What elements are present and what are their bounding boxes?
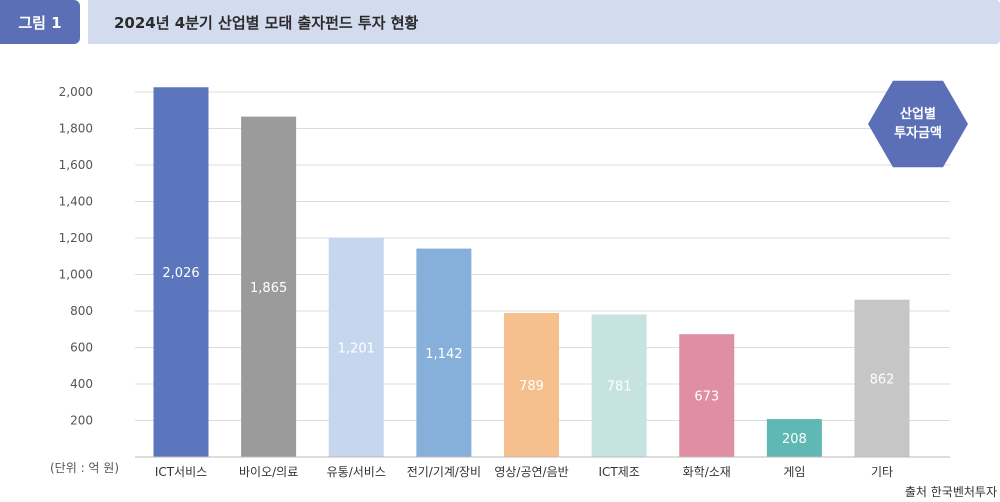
chart-title: 2024년 4분기 산업별 모태 출자펀드 투자 현황 xyxy=(114,13,419,32)
y-axis-ticks: 200 400 600 800 1,000 1,200 1,400 1,600 1,800 2,0… xyxy=(59,85,93,428)
y-tick-label: 1,600 xyxy=(59,158,93,172)
bar-value-label: 1,865 xyxy=(250,281,287,296)
x-category-label: 유통/서비스 xyxy=(327,465,386,479)
bar-value-label: 1,142 xyxy=(425,347,462,362)
category-hexagon-badge: 산업별 투자금액 xyxy=(868,80,968,168)
bars xyxy=(153,87,910,457)
y-tick-label: 400 xyxy=(70,377,93,391)
hexagon-line-2: 투자금액 xyxy=(894,126,942,141)
source-note: 출처 한국벤처투자 xyxy=(905,485,997,499)
unit-note: (단위 : 억 원) xyxy=(50,461,119,475)
y-tick-label: 2,000 xyxy=(59,85,93,99)
y-tick-label: 800 xyxy=(70,304,93,318)
x-category-label: 게임 xyxy=(783,465,805,479)
x-category-label: ICT제조 xyxy=(598,465,639,479)
x-category-label: 바이오/의료 xyxy=(239,465,298,479)
x-category-label: ICT서비스 xyxy=(155,465,207,479)
y-tick-label: 1,400 xyxy=(59,195,93,209)
x-axis-labels: ICT서비스 바이오/의료 유통/서비스 전기/기계/장비 영상/공연/음반 ICT제조 화… xyxy=(155,465,893,479)
bar xyxy=(854,299,910,457)
y-tick-label: 1,000 xyxy=(59,268,93,282)
value-labels: 2,026 1,865 1,201 1,142 789 781 673 208 862 xyxy=(162,266,894,447)
y-tick-label: 1,200 xyxy=(59,231,93,245)
bar-value-label: 673 xyxy=(694,390,719,405)
y-tick-label: 600 xyxy=(70,341,93,355)
bar-value-label: 862 xyxy=(870,372,895,387)
figure-label: 그림 1 xyxy=(18,13,62,32)
hexagon-shape xyxy=(868,80,968,168)
header-bar: 2024년 4분기 산업별 모태 출자펀드 투자 현황 xyxy=(88,0,1000,44)
bar-value-label: 789 xyxy=(519,379,544,394)
y-tick-label: 200 xyxy=(70,414,93,428)
bar-value-label: 2,026 xyxy=(162,266,199,281)
bar-value-label: 781 xyxy=(607,380,632,395)
x-category-label: 영상/공연/음반 xyxy=(494,465,568,479)
x-category-label: 화학/소재 xyxy=(683,465,731,479)
bar xyxy=(766,419,822,457)
bar-value-label: 1,201 xyxy=(338,341,375,356)
x-category-label: 전기/기계/장비 xyxy=(407,465,481,479)
hexagon-line-1: 산업별 xyxy=(900,106,936,122)
bar xyxy=(679,334,735,457)
figure-label-badge: 그림 1 xyxy=(0,0,80,44)
bar xyxy=(591,314,647,457)
bar xyxy=(241,116,297,457)
x-category-label: 기타 xyxy=(871,465,893,479)
bar xyxy=(504,313,559,457)
bar xyxy=(153,87,209,457)
bar xyxy=(328,237,384,457)
y-tick-label: 1,800 xyxy=(59,122,93,136)
bar-value-label: 208 xyxy=(782,432,807,447)
bar xyxy=(416,248,472,457)
